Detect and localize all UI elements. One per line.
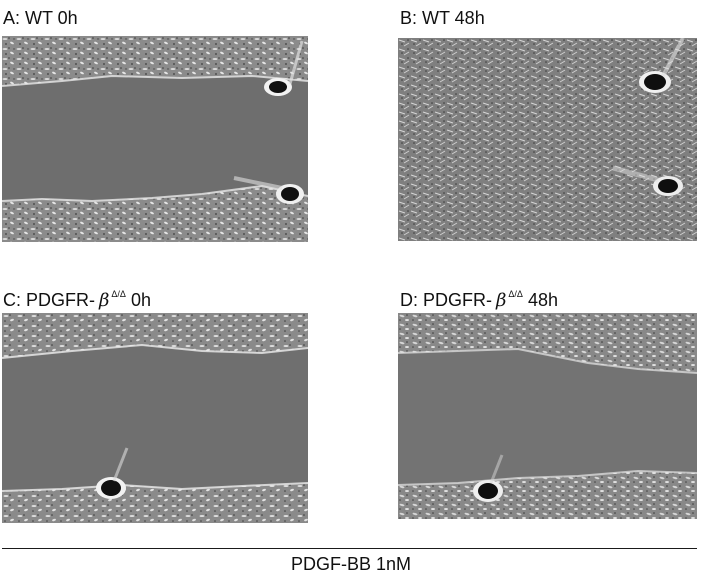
panel-c-suffix: 0h [125,290,151,310]
panel-d-superscript: Δ/Δ [508,289,523,299]
scratch-gap [398,349,697,485]
panel-c-greek: β [99,290,110,311]
panel-c-label: C: PDGFR-β Δ/Δ 0h [3,284,151,311]
micrograph-b [398,38,697,241]
panel-a-title: A: WT 0h [3,8,78,28]
panel-d-label: D: PDGFR-β Δ/Δ 48h [400,284,558,311]
micrograph-a [2,36,308,242]
panel-a-label: A: WT 0h [3,8,78,28]
panel-c-prefix: C: PDGFR- [3,290,95,310]
figure-caption: PDGF-BB 1nM [290,554,412,574]
marker-hole [658,179,678,193]
micrograph-c [2,313,308,523]
panel-b-label: B: WT 48h [400,8,485,28]
panel-d-prefix: D: PDGFR- [400,290,492,310]
micrograph-d [398,313,697,519]
cell-layer [398,38,697,241]
marker-hole [281,187,299,201]
scratch-gap [2,345,308,491]
marker-hole [478,483,498,499]
panel-d-suffix: 48h [522,290,558,310]
panel-c-superscript: Δ/Δ [111,289,126,299]
marker-hole [644,74,666,90]
marker-hole [269,81,287,93]
scratch-gap [2,76,308,201]
panel-d-greek: β [496,290,507,311]
caption-divider [2,548,697,549]
marker-hole [101,480,121,496]
panel-b-title: B: WT 48h [400,8,485,28]
